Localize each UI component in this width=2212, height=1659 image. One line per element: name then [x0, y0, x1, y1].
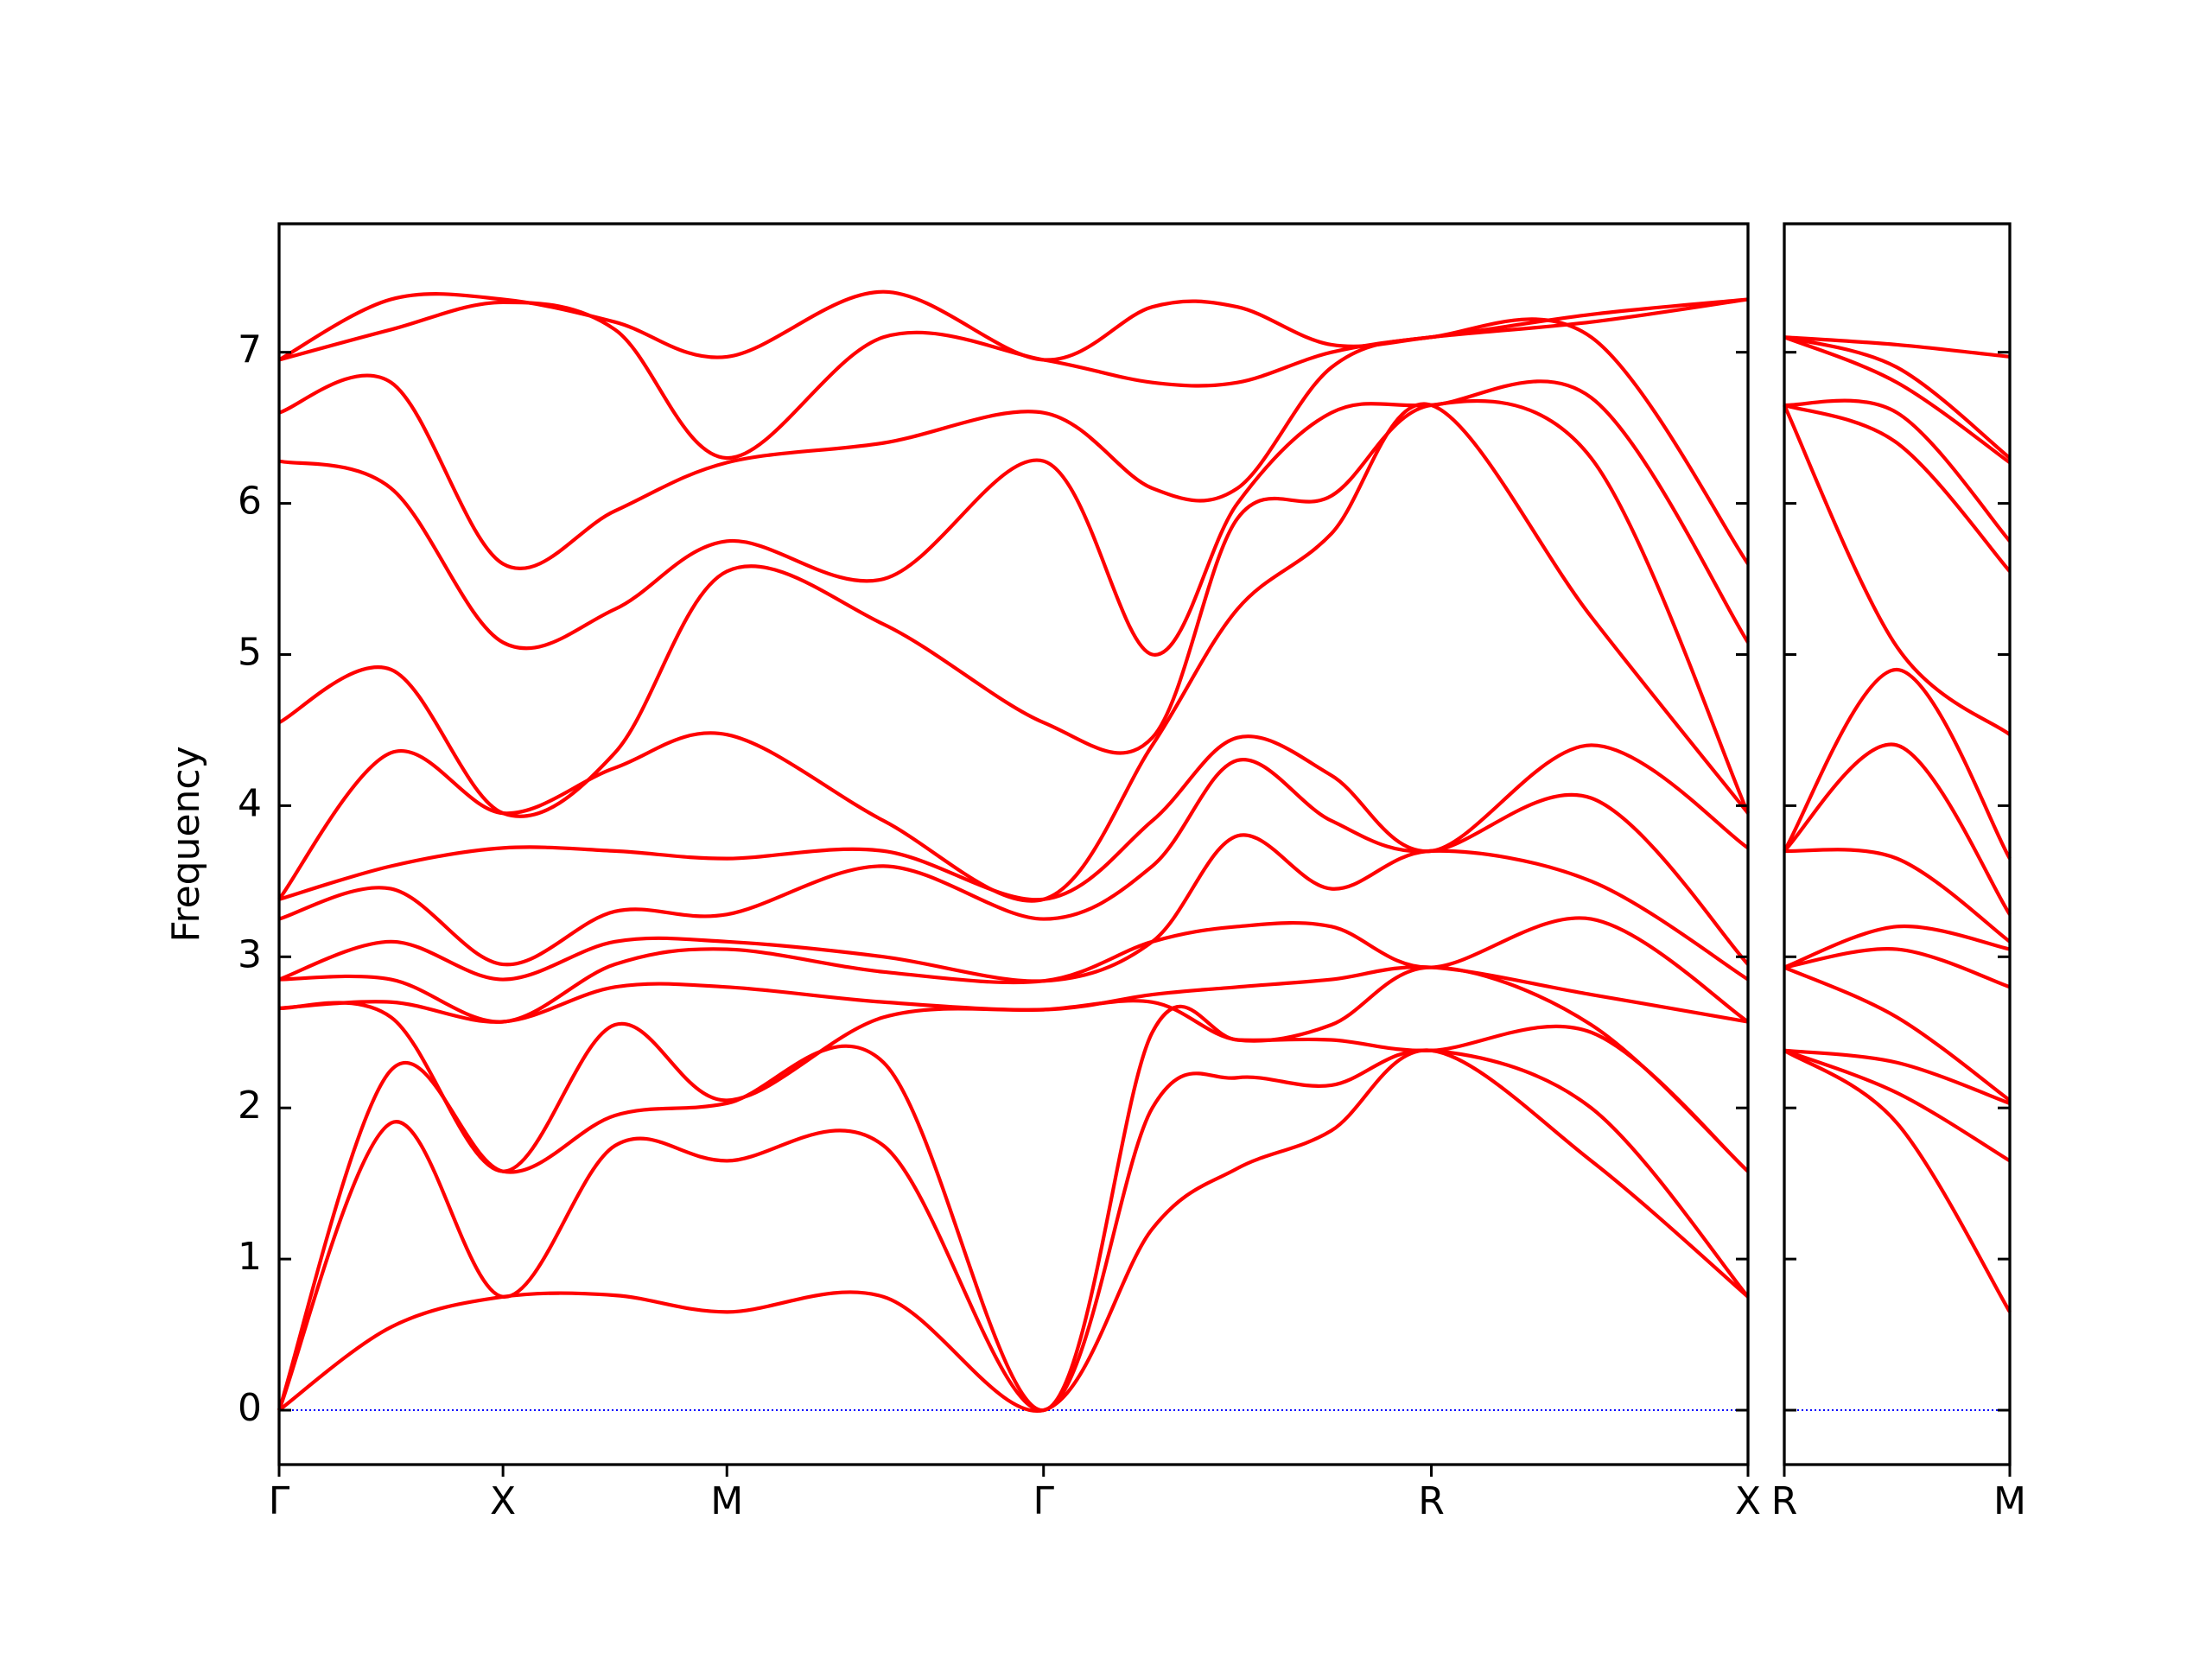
x-tick-label: X: [490, 1479, 516, 1523]
band-line: [278, 289, 1749, 362]
x-tick-label: M: [1993, 1479, 2026, 1523]
band-line: [1783, 335, 2012, 465]
band-line: [1783, 404, 2012, 736]
band-line: [277, 1004, 1750, 1413]
x-tick-label: X: [1735, 1479, 1761, 1523]
plot-frame: [1783, 222, 2012, 1466]
band-line: [1783, 667, 2012, 860]
band-line: [278, 965, 1749, 1024]
band-line: [1783, 848, 2012, 944]
x-tick-label: R: [1771, 1479, 1798, 1523]
band-line: [1783, 335, 2011, 359]
y-tick-label: 3: [238, 932, 262, 976]
band-line: [1783, 947, 2011, 989]
y-tick-label: 1: [238, 1235, 262, 1279]
band-line: [1783, 924, 2011, 969]
band-line: [1783, 1048, 2012, 1163]
band-line: [1783, 1048, 2012, 1313]
band-line: [278, 965, 1750, 1173]
y-tick-label: 6: [238, 480, 262, 524]
band-line: [1783, 965, 2012, 1103]
y-tick-label: 0: [238, 1386, 262, 1430]
x-tick-label: Γ: [269, 1479, 290, 1523]
y-tick-label: 2: [238, 1084, 262, 1128]
band-line: [1783, 403, 2012, 573]
band-line: [277, 1048, 1750, 1414]
band-line: [1783, 1048, 2011, 1105]
y-tick-label: 4: [238, 781, 262, 825]
y-axis-label: Frequency: [164, 746, 208, 942]
band-line: [1783, 398, 2012, 543]
band-line: [278, 916, 1750, 1024]
x-tick-label: Γ: [1033, 1479, 1054, 1523]
band-line: [277, 1048, 1750, 1413]
band-line: [278, 734, 1750, 902]
band-line: [1783, 742, 2012, 916]
y-tick-label: 7: [238, 328, 262, 372]
band-line: [277, 402, 1750, 903]
band-line: [1783, 335, 2012, 460]
band-line: [278, 379, 1750, 657]
y-tick-label: 5: [238, 630, 262, 674]
x-tick-label: R: [1418, 1479, 1445, 1523]
x-tick-label: M: [710, 1479, 743, 1523]
band-line: [278, 317, 1750, 571]
band-line: [278, 758, 1750, 967]
band-line: [278, 833, 1750, 983]
plot-frame: [277, 222, 1750, 1466]
band-line: [278, 398, 1750, 818]
